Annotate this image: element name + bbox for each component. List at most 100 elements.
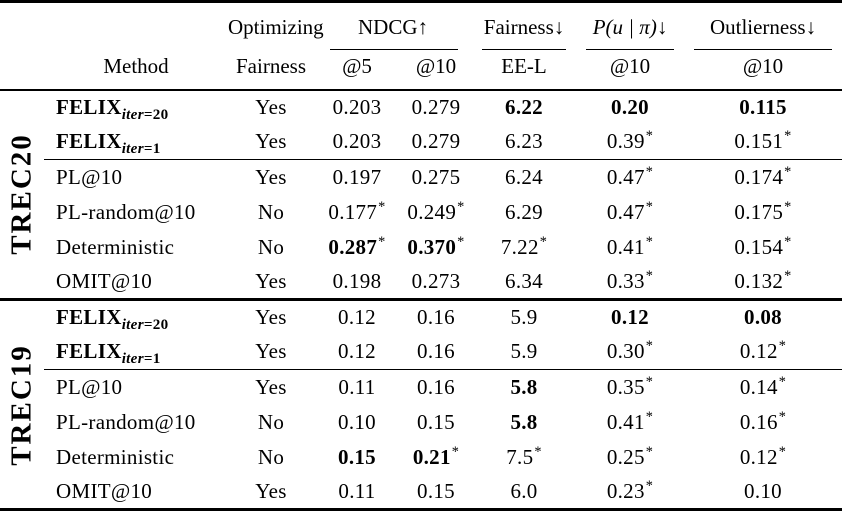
outlierness-at10-cell: 0.10 xyxy=(684,475,842,510)
header-outlierness-label: Outlierness xyxy=(709,14,806,39)
method-name: FELIX xyxy=(56,95,122,119)
header-ndcg-at5: @5 xyxy=(342,53,372,78)
header-optimizing-line2: Fairness xyxy=(236,53,306,78)
metric-value: 0.287 xyxy=(328,234,378,259)
fairness-eel-cell: 5.8 xyxy=(472,369,577,405)
metric-value: 6.24 xyxy=(505,164,543,189)
fairness-eel-cell: 6.34 xyxy=(472,265,576,300)
significance-star: * xyxy=(534,443,542,460)
prob-at10-cell: 0.25* xyxy=(576,440,684,475)
significance-star: * xyxy=(784,163,792,180)
ndcg-at10-cell: 0.21* xyxy=(400,440,472,475)
method-cell: PL@10 xyxy=(44,159,228,195)
significance-star: * xyxy=(784,267,792,284)
method-name: FELIX xyxy=(56,129,122,154)
metric-value: 0.151 xyxy=(734,129,784,154)
metric-value: 0.177 xyxy=(328,199,378,224)
metric-value: 0.275 xyxy=(411,164,461,189)
header-spacer-method xyxy=(44,2,228,50)
fairness-down-arrow-icon: ↓ xyxy=(553,14,565,39)
ndcg-up-arrow-icon: ↑ xyxy=(417,14,429,39)
results-table: Optimizing NDCG↑ Fairness↓ P(u | π)↓ Out… xyxy=(0,0,842,511)
group-label-cell: TREC20 xyxy=(0,90,44,300)
optimizing-fairness-cell: Yes xyxy=(228,159,314,195)
metric-value: 0.30 xyxy=(606,339,645,364)
group-label: TREC19 xyxy=(5,343,38,466)
metric-value: 0.203 xyxy=(332,129,382,154)
fairness-eel-cell: 6.0 xyxy=(472,475,576,510)
header-ndcg-at10: @10 xyxy=(415,53,457,78)
outlierness-at10-cell: 0.16* xyxy=(684,405,842,440)
table-row: Deterministic No 0.287* 0.370* 7.22* 0.41* 0.1… xyxy=(0,230,842,265)
metric-value: 0.115 xyxy=(739,95,787,119)
metric-value: 0.12 xyxy=(338,305,376,330)
metric-value: 0.21 xyxy=(412,444,451,469)
prob-at10-cell: 0.39* xyxy=(576,125,684,160)
method-subscript-iter: iter xyxy=(121,317,144,334)
significance-star: * xyxy=(645,198,654,215)
significance-star: * xyxy=(778,443,787,460)
optimizing-fairness-cell: Yes xyxy=(255,95,287,119)
method-name: PL-random@10 xyxy=(56,199,196,224)
metric-value: 0.11 xyxy=(338,374,376,399)
significance-star: * xyxy=(645,338,654,355)
header-method: Method xyxy=(103,53,169,78)
table-row: Deterministic No 0.15 0.21* 7.5* 0.25* 0.12* xyxy=(0,440,842,475)
metric-value: 0.16 xyxy=(417,305,455,330)
metric-value: 0.20 xyxy=(611,95,649,119)
significance-star: * xyxy=(784,233,792,250)
method-name: Deterministic xyxy=(56,234,175,259)
significance-star: * xyxy=(645,443,654,460)
metric-value: 7.22 xyxy=(500,234,539,259)
ndcg-at10-cell: 0.16 xyxy=(400,335,472,370)
metric-value: 0.12 xyxy=(739,444,778,469)
outlierness-at10-cell: 0.175* xyxy=(684,195,842,230)
prob-at10-cell: 0.41* xyxy=(576,230,684,265)
prob-at10-cell: 0.35* xyxy=(576,369,685,405)
optimizing-fairness-cell: Yes xyxy=(255,478,287,503)
metric-value: 0.279 xyxy=(411,95,461,119)
optimizing-fairness-cell: No xyxy=(257,444,285,469)
table-row: OMIT@10 Yes 0.198 0.273 6.34 0.33* 0.132* xyxy=(0,265,842,300)
ndcg-at10-cell: 0.15 xyxy=(400,405,472,440)
metric-value: 0.15 xyxy=(417,478,455,503)
metric-value: 7.5 xyxy=(506,444,534,469)
fairness-eel-cell: 6.29 xyxy=(472,195,576,230)
fairness-eel-cell: 5.9 xyxy=(472,335,576,370)
metric-value: 0.16 xyxy=(739,409,778,434)
table-row: PL-random@10 No 0.177* 0.249* 6.29 0.47* 0.175… xyxy=(0,195,842,230)
header-row-bottom: Method Fairness @5 @10 EE-L @10 @10 xyxy=(0,50,842,90)
table-row: PL-random@10 No 0.10 0.15 5.8 0.41* 0.16* xyxy=(0,405,842,440)
method-subscript: iter=1 xyxy=(121,141,161,158)
ndcg-at10-cell: 0.275 xyxy=(400,159,473,195)
metric-value: 0.33 xyxy=(606,268,645,293)
metric-value: 0.25 xyxy=(606,444,645,469)
ndcg-at5-cell: 0.287* xyxy=(314,230,400,265)
optimizing-fairness-cell: Yes xyxy=(255,339,287,364)
prob-at10-cell: 0.47* xyxy=(576,159,685,195)
significance-star: * xyxy=(645,373,654,390)
metric-value: 0.41 xyxy=(606,234,645,259)
metric-value: 0.16 xyxy=(417,374,455,399)
outlierness-at10-cell: 0.12* xyxy=(684,335,842,370)
significance-star: * xyxy=(645,477,654,494)
metric-value: 6.29 xyxy=(505,199,543,224)
group-trec19: TREC19 FELIXiter=20 Yes 0.12 0.16 5.9 0.12 0.08… xyxy=(0,300,842,510)
ndcg-at10-cell: 0.16 xyxy=(400,300,472,335)
significance-star: * xyxy=(645,233,654,250)
metric-value: 0.174 xyxy=(734,164,784,189)
fairness-eel-cell: 6.22 xyxy=(472,90,576,125)
metric-value: 0.15 xyxy=(338,444,376,469)
metric-value: 0.23 xyxy=(606,478,645,503)
metric-value: 0.08 xyxy=(744,305,782,330)
metric-value: 0.154 xyxy=(734,234,784,259)
metric-value: 0.132 xyxy=(734,268,784,293)
significance-star: * xyxy=(539,233,548,250)
optimizing-fairness-cell: Yes xyxy=(255,305,287,330)
metric-value: 0.11 xyxy=(338,478,376,503)
table-row: TREC19 FELIXiter=20 Yes 0.12 0.16 5.9 0.12 0.08 xyxy=(0,300,842,465)
fairness-eel-cell: 5.9 xyxy=(472,300,576,335)
metric-value: 0.370 xyxy=(407,234,457,259)
metric-value: 0.198 xyxy=(332,268,382,293)
header-fairness-label: Fairness xyxy=(483,14,554,39)
